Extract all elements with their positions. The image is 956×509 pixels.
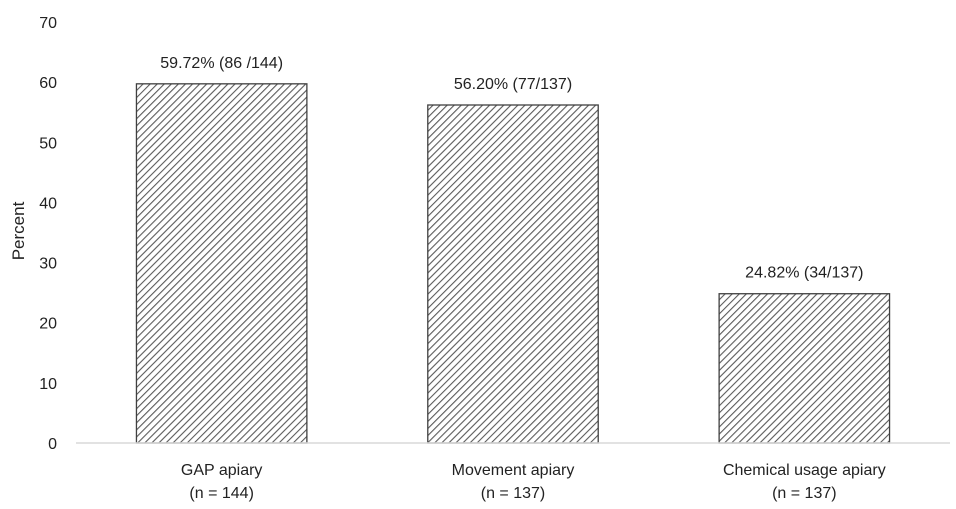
bar bbox=[135, 83, 308, 444]
y-tick-label: 70 bbox=[39, 15, 57, 32]
y-tick-label: 20 bbox=[39, 316, 57, 333]
bar bbox=[427, 104, 599, 444]
x-category-label: GAP apiary bbox=[181, 462, 263, 479]
x-axis: GAP apiary (n = 144) Movement apiary (n = 1… bbox=[76, 442, 950, 502]
x-category-label: Chemical usage apiary bbox=[723, 462, 886, 479]
data-labels: 59.72% (86 /144) 56.20% (77/137) 24.82% (3… bbox=[160, 55, 863, 282]
x-category-label: Movement apiary bbox=[452, 462, 575, 479]
x-category-sublabel: (n = 144) bbox=[189, 485, 253, 502]
y-tick-label: 40 bbox=[39, 195, 57, 212]
y-axis: 0 10 20 30 40 50 60 70 bbox=[39, 15, 57, 453]
y-tick-label: 30 bbox=[39, 256, 57, 273]
bar-data-label: 24.82% (34/137) bbox=[745, 265, 863, 282]
y-tick-label: 60 bbox=[39, 75, 57, 92]
x-category-sublabel: (n = 137) bbox=[772, 485, 836, 502]
bar-data-label: 59.72% (86 /144) bbox=[160, 55, 283, 72]
y-tick-label: 0 bbox=[48, 436, 57, 453]
bar-data-label: 56.20% (77/137) bbox=[454, 76, 572, 93]
y-tick-label: 50 bbox=[39, 135, 57, 152]
x-category-sublabel: (n = 137) bbox=[481, 485, 545, 502]
y-axis-title: Percent bbox=[9, 201, 28, 260]
bar bbox=[718, 293, 891, 444]
y-tick-label: 10 bbox=[39, 376, 57, 393]
bars bbox=[135, 83, 891, 444]
